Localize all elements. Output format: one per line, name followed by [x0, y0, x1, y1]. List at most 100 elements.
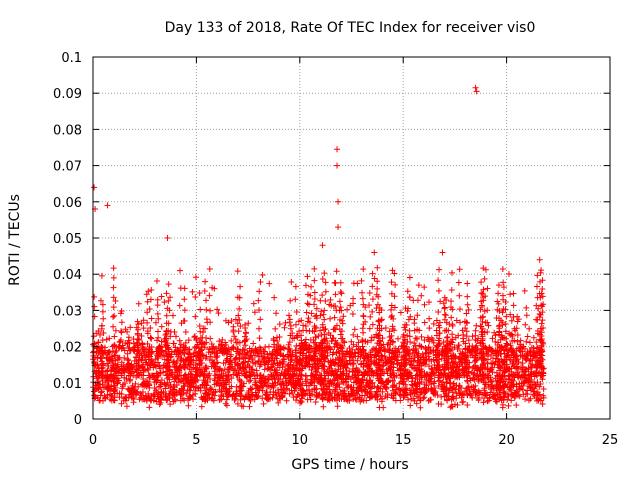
data-point [272, 325, 279, 332]
data-point [167, 294, 174, 301]
data-point [263, 382, 270, 389]
data-point [477, 306, 484, 313]
data-point [433, 317, 440, 324]
data-point [293, 309, 300, 316]
data-point [181, 350, 188, 357]
data-point [302, 354, 309, 361]
data-point [148, 315, 155, 322]
data-point [274, 362, 281, 369]
data-point [429, 369, 436, 376]
data-point [348, 391, 355, 398]
data-point [125, 345, 132, 352]
data-point [494, 356, 501, 363]
data-point [199, 382, 206, 389]
data-point [211, 360, 218, 367]
x-tick-label: 5 [192, 433, 200, 448]
data-point [479, 318, 486, 325]
data-point [331, 314, 338, 321]
data-point [91, 392, 98, 399]
data-point [436, 372, 443, 379]
data-point [259, 272, 266, 279]
data-point [207, 335, 214, 342]
data-point [449, 385, 456, 392]
data-point [125, 357, 132, 364]
data-point [538, 363, 545, 370]
data-point [287, 332, 294, 339]
data-point [318, 372, 325, 379]
data-point [407, 361, 414, 368]
data-point [113, 364, 120, 371]
data-point [311, 289, 318, 296]
data-point [122, 397, 129, 404]
data-point [389, 267, 396, 274]
data-point [464, 363, 471, 370]
data-point [374, 264, 381, 271]
chart-title: Day 133 of 2018, Rate Of TEC Index for r… [165, 20, 536, 36]
data-point [401, 336, 408, 343]
data-point [538, 290, 545, 297]
data-point [493, 352, 500, 359]
data-point [307, 354, 314, 361]
data-point [401, 372, 408, 379]
data-point [500, 359, 507, 366]
data-point [110, 313, 117, 320]
data-point [192, 365, 199, 372]
data-point [489, 347, 496, 354]
data-point [302, 282, 309, 289]
data-point [300, 322, 307, 329]
data-point [502, 321, 509, 328]
data-point [436, 319, 443, 326]
data-point [443, 342, 450, 349]
data-point [374, 278, 381, 285]
data-point [391, 327, 398, 334]
data-point [306, 319, 313, 326]
data-point [241, 338, 248, 345]
data-point [151, 378, 158, 385]
data-point [505, 402, 512, 409]
data-point [108, 353, 115, 360]
data-point [188, 356, 195, 363]
data-point [146, 353, 153, 360]
data-point [480, 286, 487, 293]
data-point [469, 333, 476, 340]
data-point [460, 331, 467, 338]
data-point [218, 388, 225, 395]
data-point [279, 358, 286, 365]
data-point [407, 402, 414, 409]
data-point [442, 312, 449, 319]
data-point [146, 404, 153, 411]
data-point [256, 325, 263, 332]
data-point [443, 319, 450, 326]
data-point [105, 362, 112, 369]
data-point [180, 344, 187, 351]
data-point [233, 354, 240, 361]
data-point [363, 352, 370, 359]
data-point [484, 307, 491, 314]
data-point [162, 331, 169, 338]
data-point [143, 291, 150, 298]
data-point [374, 384, 381, 391]
data-point [273, 310, 280, 317]
data-point [154, 373, 161, 380]
data-point [413, 345, 420, 352]
data-point [92, 382, 99, 389]
data-point [537, 311, 544, 318]
data-point [196, 323, 203, 330]
data-point [124, 328, 131, 335]
data-point [350, 341, 357, 348]
data-point [366, 290, 373, 297]
data-point [302, 339, 309, 346]
data-point [443, 379, 450, 386]
data-point [317, 312, 324, 319]
data-point [298, 357, 305, 364]
data-point [464, 280, 471, 287]
data-point [236, 350, 243, 357]
data-point [406, 352, 413, 359]
data-point [509, 372, 516, 379]
data-point [311, 360, 318, 367]
data-point [391, 304, 398, 311]
data-point [268, 357, 275, 364]
data-point [537, 352, 544, 359]
data-point [509, 358, 516, 365]
data-point [412, 335, 419, 342]
